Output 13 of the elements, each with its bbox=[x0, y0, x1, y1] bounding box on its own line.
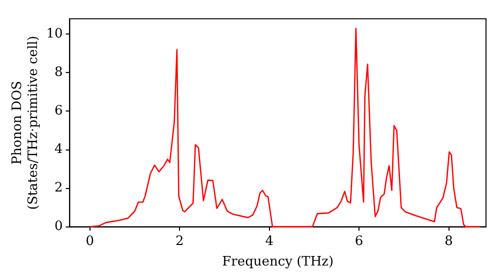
y-tick-label: 10 bbox=[46, 26, 63, 42]
y-tick-label: 4 bbox=[54, 142, 63, 158]
y-tick-label: 2 bbox=[54, 180, 63, 196]
x-tick-label: 8 bbox=[444, 234, 453, 249]
y-tick-label: 8 bbox=[54, 65, 63, 80]
x-tick-label: 0 bbox=[86, 234, 94, 249]
x-tick-label: 4 bbox=[265, 234, 274, 249]
y-axis-title: Phonon DOS (States/THz·primitive cell) bbox=[10, 36, 41, 210]
x-axis-title: Frequency (THz) bbox=[222, 254, 334, 270]
y-tick-label: 0 bbox=[54, 219, 63, 234]
x-tick-label: 2 bbox=[175, 234, 184, 249]
x-tick-label: 6 bbox=[354, 234, 364, 249]
y-tick-label: 6 bbox=[54, 104, 63, 119]
